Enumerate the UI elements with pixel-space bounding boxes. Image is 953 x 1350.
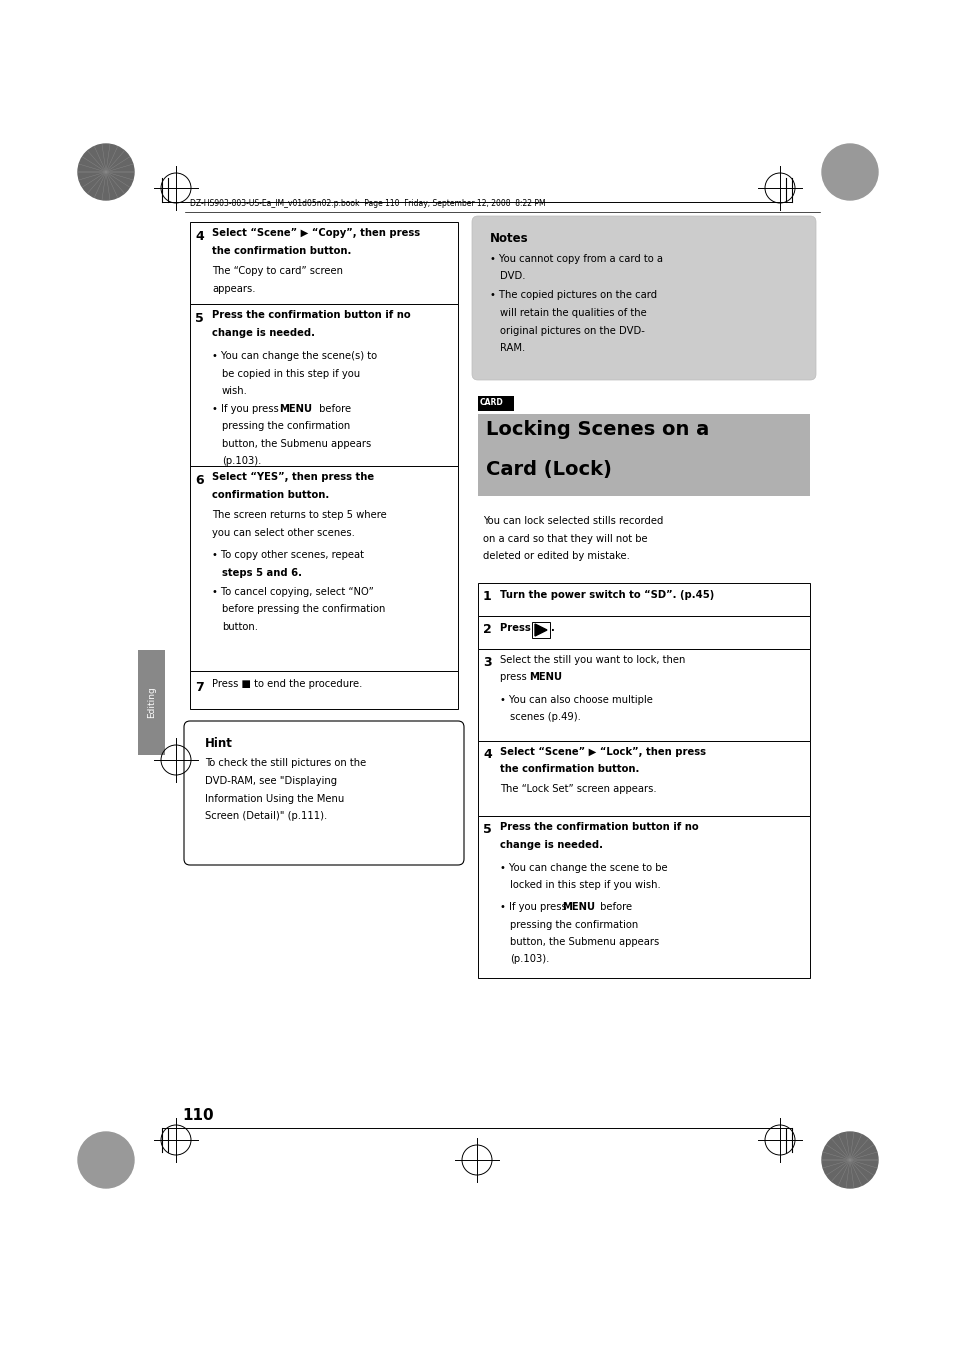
Text: RAM.: RAM. <box>499 343 525 352</box>
Text: be copied in this step if you: be copied in this step if you <box>222 369 359 378</box>
Text: DVD-RAM, see "Displaying: DVD-RAM, see "Displaying <box>205 776 336 786</box>
Text: • You can also choose multiple: • You can also choose multiple <box>499 695 652 705</box>
Text: change is needed.: change is needed. <box>499 840 602 849</box>
Text: Information Using the Menu: Information Using the Menu <box>205 794 344 803</box>
Text: Editing: Editing <box>147 686 156 718</box>
Text: the confirmation button.: the confirmation button. <box>499 764 639 775</box>
Bar <box>477 616 809 649</box>
Text: deleted or edited by mistake.: deleted or edited by mistake. <box>482 551 629 562</box>
Text: • If you press: • If you press <box>499 902 569 913</box>
Text: Press: Press <box>499 622 534 633</box>
Text: Locking Scenes on a: Locking Scenes on a <box>485 420 708 439</box>
Text: Turn the power switch to “SD”. (p.45): Turn the power switch to “SD”. (p.45) <box>499 590 714 599</box>
Text: MENU: MENU <box>278 404 312 413</box>
Text: Press the confirmation button if no: Press the confirmation button if no <box>499 822 698 832</box>
Bar <box>190 466 457 671</box>
Text: the confirmation button.: the confirmation button. <box>212 246 351 255</box>
Bar <box>477 414 809 495</box>
Text: 7: 7 <box>194 680 204 694</box>
Text: Select “Scene” ▶ “Lock”, then press: Select “Scene” ▶ “Lock”, then press <box>499 747 705 757</box>
Text: Card (Lock): Card (Lock) <box>485 460 611 479</box>
Text: 5: 5 <box>194 312 204 325</box>
Text: button.: button. <box>222 622 257 632</box>
FancyBboxPatch shape <box>472 216 815 379</box>
Text: pressing the confirmation: pressing the confirmation <box>222 421 350 431</box>
Text: Select the still you want to lock, then: Select the still you want to lock, then <box>499 655 684 666</box>
Text: 2: 2 <box>482 622 491 636</box>
Text: wish.: wish. <box>222 386 248 396</box>
Text: appears.: appears. <box>212 284 255 293</box>
Text: The screen returns to step 5 where: The screen returns to step 5 where <box>212 510 386 520</box>
Text: You can lock selected stills recorded: You can lock selected stills recorded <box>482 516 662 526</box>
Text: The “Copy to card” screen: The “Copy to card” screen <box>212 266 343 275</box>
Text: CARD: CARD <box>479 397 503 406</box>
Text: • You cannot copy from a card to a: • You cannot copy from a card to a <box>490 254 662 263</box>
Text: • To cancel copying, select “NO”: • To cancel copying, select “NO” <box>212 587 374 597</box>
Text: before: before <box>597 902 632 913</box>
Text: 110: 110 <box>182 1107 213 1122</box>
Text: change is needed.: change is needed. <box>212 328 314 338</box>
Text: Hint: Hint <box>205 737 233 751</box>
Bar <box>477 815 809 977</box>
Text: Press ■ to end the procedure.: Press ■ to end the procedure. <box>212 679 362 688</box>
Text: Notes: Notes <box>490 232 528 244</box>
Text: MENU: MENU <box>529 672 561 683</box>
Bar <box>477 396 514 410</box>
Ellipse shape <box>78 1133 133 1188</box>
Text: 6: 6 <box>194 474 203 487</box>
Text: To check the still pictures on the: To check the still pictures on the <box>205 759 366 768</box>
Text: button, the Submenu appears: button, the Submenu appears <box>222 439 371 448</box>
Text: (p.103).: (p.103). <box>510 954 549 964</box>
Bar <box>138 649 165 755</box>
Bar <box>190 304 457 466</box>
Text: Select “YES”, then press the: Select “YES”, then press the <box>212 472 374 482</box>
Ellipse shape <box>78 144 133 200</box>
Bar <box>477 741 809 815</box>
Text: MENU: MENU <box>561 902 595 913</box>
Text: 4: 4 <box>482 748 491 761</box>
Text: • To copy other scenes, repeat: • To copy other scenes, repeat <box>212 549 364 560</box>
Text: .: . <box>551 622 555 633</box>
Ellipse shape <box>821 144 877 200</box>
Text: Screen (Detail)" (p.111).: Screen (Detail)" (p.111). <box>205 811 327 821</box>
Bar <box>477 583 809 616</box>
Text: • You can change the scene to be: • You can change the scene to be <box>499 863 667 873</box>
Text: locked in this step if you wish.: locked in this step if you wish. <box>510 880 660 891</box>
Polygon shape <box>535 624 546 636</box>
Text: scenes (p.49).: scenes (p.49). <box>510 713 580 722</box>
Text: Select “Scene” ▶ “Copy”, then press: Select “Scene” ▶ “Copy”, then press <box>212 228 419 238</box>
Text: 5: 5 <box>482 824 491 836</box>
Text: DVD.: DVD. <box>499 271 525 281</box>
Text: before pressing the confirmation: before pressing the confirmation <box>222 605 385 614</box>
Text: DZ-HS903-803-US-Ea_IM_v01d05n02.p.book  Page 110  Friday, September 12, 2008  8:: DZ-HS903-803-US-Ea_IM_v01d05n02.p.book P… <box>190 198 545 208</box>
Text: (p.103).: (p.103). <box>222 456 261 466</box>
Text: Press the confirmation button if no: Press the confirmation button if no <box>212 310 410 320</box>
Text: 1: 1 <box>482 590 491 603</box>
Text: you can select other scenes.: you can select other scenes. <box>212 528 355 537</box>
Bar <box>477 649 809 741</box>
Text: • The copied pictures on the card: • The copied pictures on the card <box>490 290 657 301</box>
Bar <box>190 671 457 709</box>
Text: press: press <box>499 672 529 683</box>
Text: on a card so that they will not be: on a card so that they will not be <box>482 533 647 544</box>
Text: steps 5 and 6.: steps 5 and 6. <box>222 567 302 578</box>
FancyBboxPatch shape <box>184 721 463 865</box>
Text: confirmation button.: confirmation button. <box>212 490 329 500</box>
Text: 3: 3 <box>482 656 491 670</box>
Text: 4: 4 <box>194 230 204 243</box>
Ellipse shape <box>821 1133 877 1188</box>
Text: button, the Submenu appears: button, the Submenu appears <box>510 937 659 946</box>
Bar <box>532 622 550 639</box>
Bar <box>190 221 457 304</box>
Text: The “Lock Set” screen appears.: The “Lock Set” screen appears. <box>499 784 656 794</box>
Text: • If you press: • If you press <box>212 404 281 413</box>
Text: pressing the confirmation: pressing the confirmation <box>510 919 638 930</box>
Text: original pictures on the DVD-: original pictures on the DVD- <box>499 325 644 336</box>
Text: will retain the qualities of the: will retain the qualities of the <box>499 308 646 319</box>
Text: before: before <box>315 404 351 413</box>
Text: • You can change the scene(s) to: • You can change the scene(s) to <box>212 351 376 360</box>
